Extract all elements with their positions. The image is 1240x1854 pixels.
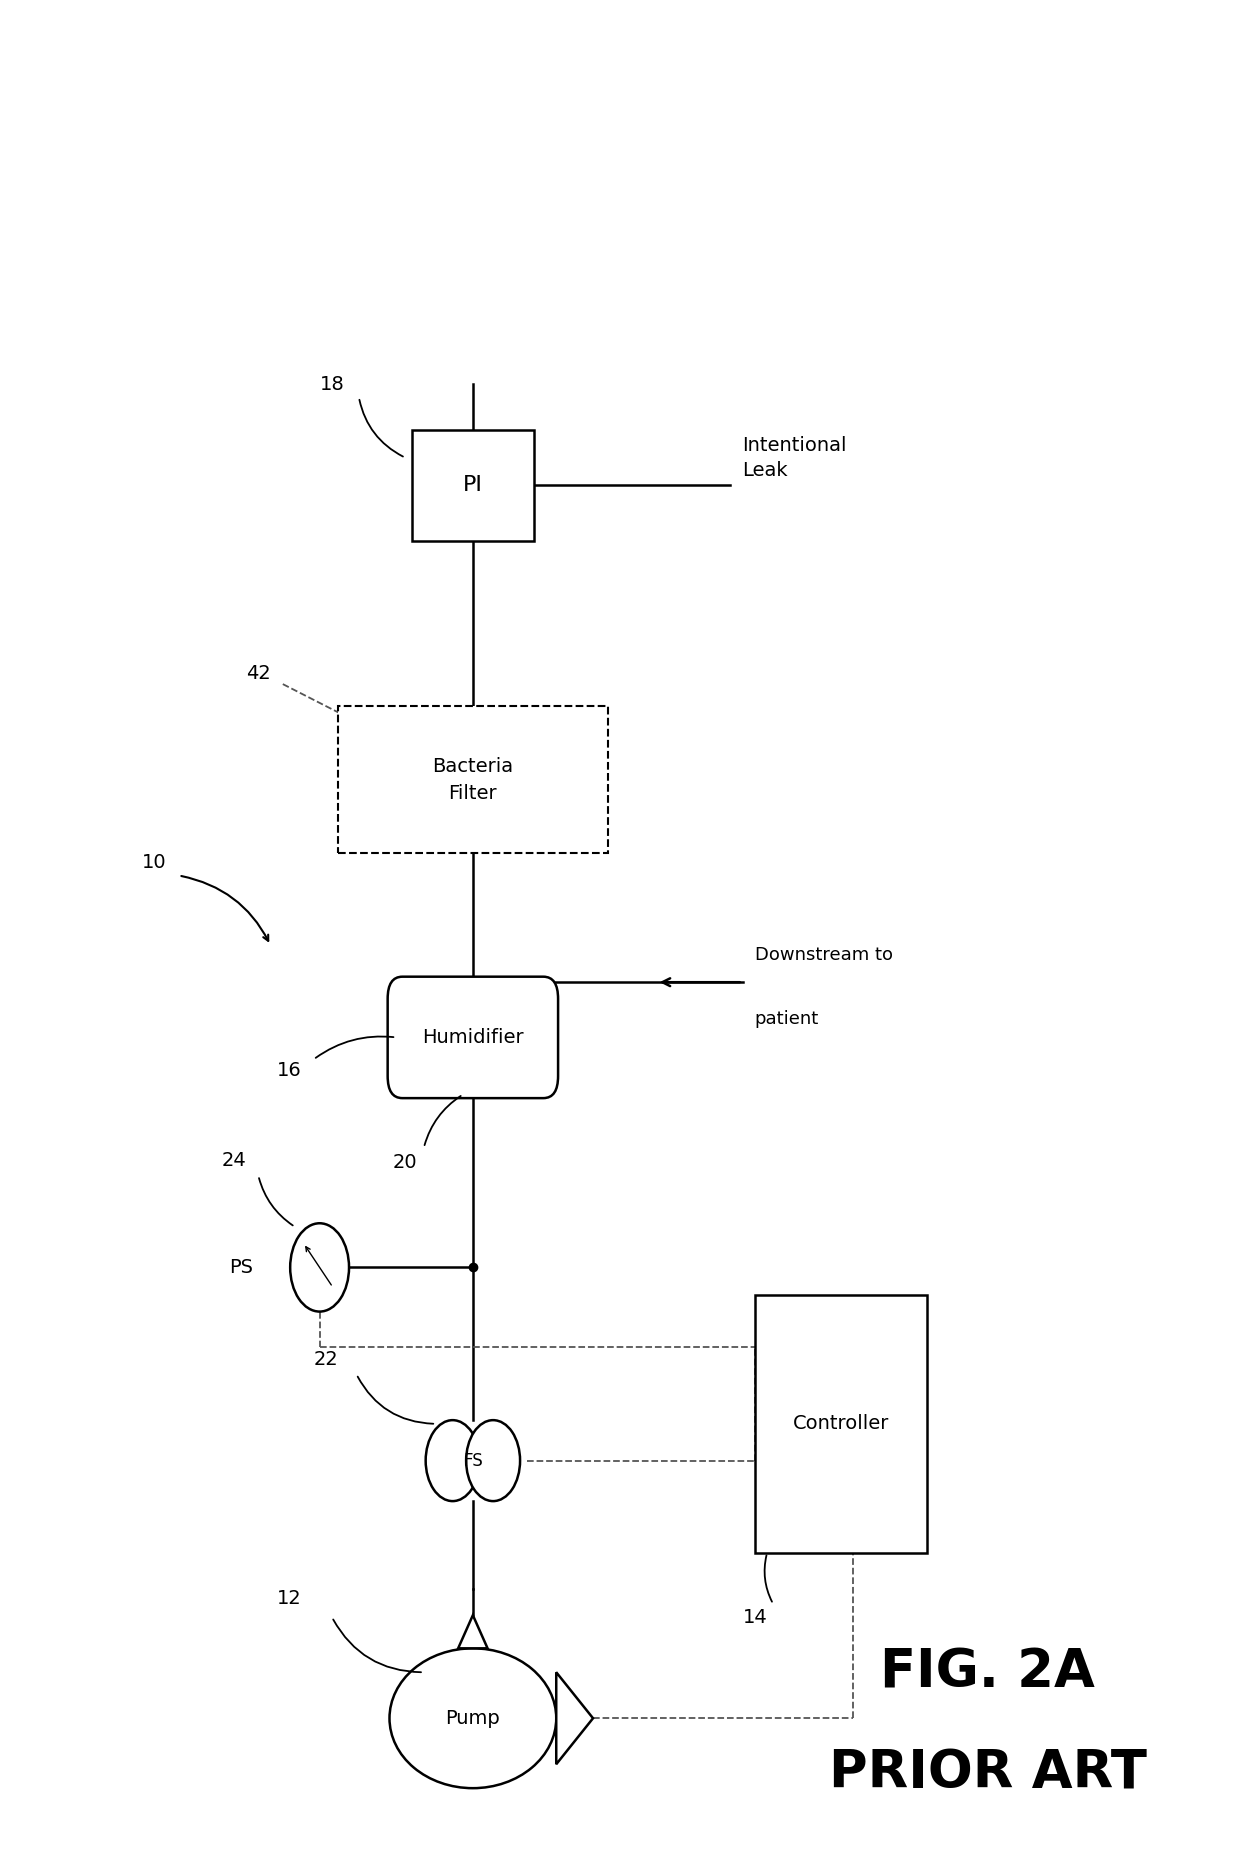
Text: PI: PI — [463, 475, 482, 495]
Text: 24: 24 — [222, 1151, 247, 1170]
FancyBboxPatch shape — [388, 977, 558, 1098]
Circle shape — [290, 1224, 348, 1311]
Polygon shape — [557, 1672, 593, 1765]
Text: Controller: Controller — [792, 1415, 889, 1433]
FancyBboxPatch shape — [755, 1296, 926, 1552]
Text: patient: patient — [755, 1010, 820, 1027]
Circle shape — [466, 1420, 520, 1502]
FancyBboxPatch shape — [412, 430, 534, 541]
Ellipse shape — [389, 1648, 557, 1787]
Text: 12: 12 — [277, 1589, 301, 1607]
Text: 10: 10 — [141, 853, 166, 871]
Text: Bacteria
Filter: Bacteria Filter — [433, 756, 513, 803]
Text: FIG. 2A: FIG. 2A — [880, 1646, 1095, 1698]
Text: PS: PS — [229, 1257, 253, 1277]
Text: 14: 14 — [743, 1607, 768, 1626]
Polygon shape — [458, 1615, 487, 1648]
Text: 18: 18 — [320, 375, 345, 393]
Text: Downstream to: Downstream to — [755, 946, 893, 964]
Text: FS: FS — [463, 1452, 482, 1470]
Text: 16: 16 — [277, 1060, 301, 1081]
Text: 42: 42 — [246, 664, 270, 682]
FancyBboxPatch shape — [339, 706, 608, 853]
Text: PRIOR ART: PRIOR ART — [828, 1748, 1147, 1800]
Text: 20: 20 — [393, 1153, 418, 1172]
Circle shape — [425, 1420, 480, 1502]
Text: 22: 22 — [314, 1350, 339, 1368]
Text: Pump: Pump — [445, 1709, 500, 1728]
Text: Intentional
Leak: Intentional Leak — [743, 436, 847, 480]
Text: Humidifier: Humidifier — [422, 1027, 523, 1048]
